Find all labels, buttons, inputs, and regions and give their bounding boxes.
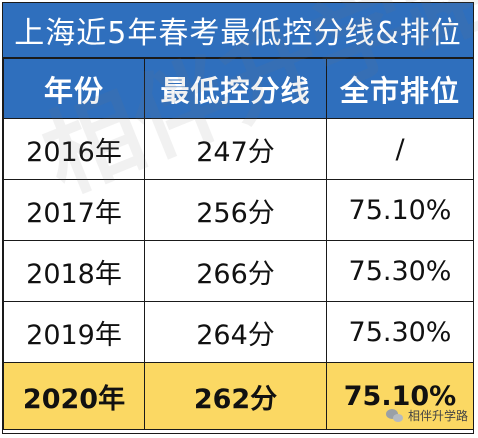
header-rank: 全市排位 [326, 58, 474, 119]
cell-min-score: 264分 [144, 301, 327, 363]
table-row: 2018年 266分 75.30% [3, 240, 474, 302]
table-frame [2, 2, 474, 434]
header-min-score: 最低控分线 [144, 58, 327, 119]
brand-mark: 相伴升学路 [385, 407, 468, 424]
cell-year: 2016年 [3, 118, 145, 180]
header-row: 年份 最低控分线 全市排位 [3, 58, 474, 119]
table-row: 2019年 264分 75.30% [3, 301, 474, 363]
cell-rank: 75.30% [326, 301, 474, 363]
cell-rank: / [326, 118, 474, 180]
cell-min-score: 262分 [144, 362, 327, 430]
cell-min-score: 247分 [144, 118, 327, 180]
cell-year: 2020年 [3, 362, 145, 430]
cell-rank: 75.10% [326, 179, 474, 241]
cell-year: 2018年 [3, 240, 145, 302]
table-title: 上海近5年春考最低控分线&排位 [3, 3, 473, 58]
cell-rank: 75.30% [326, 240, 474, 302]
table-row-highlighted: 2020年 262分 75.10% [3, 362, 474, 430]
cell-min-score: 256分 [144, 179, 327, 241]
cell-year: 2019年 [3, 301, 145, 363]
wechat-icon [385, 408, 404, 423]
brand-label: 相伴升学路 [407, 409, 468, 423]
cell-year: 2017年 [3, 179, 145, 241]
cell-rank: 75.10% [326, 362, 474, 430]
header-year: 年份 [3, 58, 145, 119]
score-table: 年份 最低控分线 全市排位 2016年 247分 / 2017年 256分 75… [3, 58, 474, 430]
table-row: 2017年 256分 75.10% [3, 179, 474, 241]
table-row: 2016年 247分 / [3, 118, 474, 180]
cell-min-score: 266分 [144, 240, 327, 302]
